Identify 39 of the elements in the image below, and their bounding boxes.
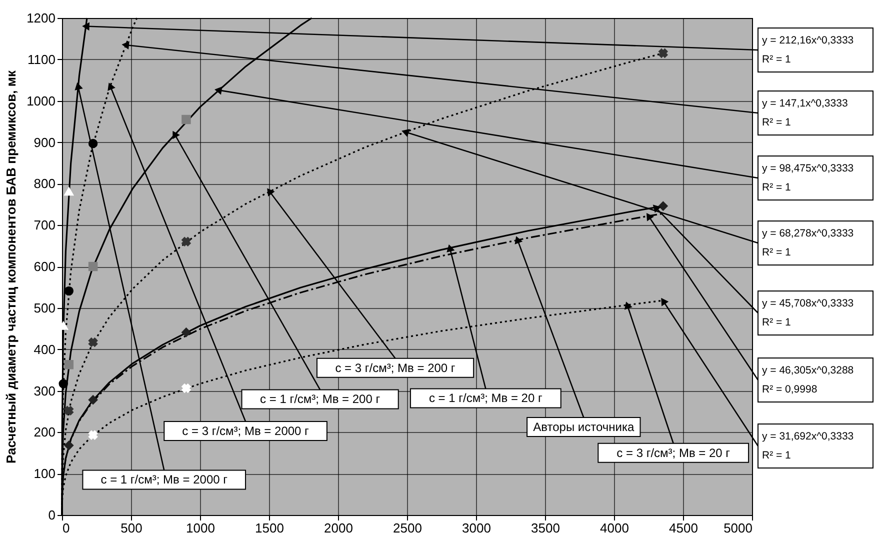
annotation: c = 3 г/см³; Мв = 20 г [616,446,731,460]
y-tick-label: 600 [34,259,56,274]
y-tick-label: 300 [34,383,56,398]
annotation: c = 3 г/см³; Мв = 200 г [335,360,456,375]
annotation: y = 45,708x^0,3333 R² = 1 [762,298,854,328]
annotation: c = 1 г/см³; Мв = 20 г [428,391,543,406]
x-tick-label: 0 [62,520,70,536]
y-tick-label: 400 [34,342,56,357]
x-tick-label: 4500 [669,520,698,536]
annotation: y = 68,278x^0,3333 R² = 1 [762,228,854,258]
x-tick-label: 5000 [724,520,752,536]
annotation: y = 31,692x^0,3333 R² = 1 [762,430,854,462]
x-tick-label: 1000 [186,520,215,536]
x-tick-label: 1500 [255,520,284,536]
x-tick-label: 2000 [324,520,353,536]
y-tick-label: 1200 [26,10,56,26]
x-tick-label: 3500 [531,520,560,536]
y-tick-label: 1000 [26,93,56,108]
annotation: y = 212,16x^0,3333 R² = 1 [762,34,854,66]
annotation: c = 1 г/см³; Мв = 2000 г [100,472,228,487]
y-tick-label: 0 [48,508,56,522]
x-tick-label: 4000 [600,520,629,536]
annotation: c = 3 г/см³; Мв = 2000 г [182,424,310,438]
y-axis-title: Расчетный диаметр частиц компонентов БАВ премиксов, мк [4,70,19,464]
annotation: y = 147,1x^0,3333 R² = 1 [762,98,848,128]
y-tick-label: 500 [34,300,56,316]
y-tick-label: 700 [34,218,56,233]
annotation: y = 46,305x^0,3288 R² = 0,9998 [762,364,854,396]
annotation: c = 1 г/см³; Мв = 200 г [260,392,381,406]
y-tick-label: 200 [34,424,56,440]
x-tick-label: 3000 [462,520,491,536]
annotation: Авторы источника [533,420,634,434]
y-tick-label: 1100 [28,52,56,67]
y-tick-label: 900 [34,134,56,150]
y-tick-label: 100 [34,466,56,482]
x-tick-label: 500 [120,520,142,536]
annotation: y = 98,475x^0,3333 R² = 1 [762,162,854,194]
y-tick-label: 800 [34,176,56,192]
x-tick-label: 2500 [393,520,422,536]
